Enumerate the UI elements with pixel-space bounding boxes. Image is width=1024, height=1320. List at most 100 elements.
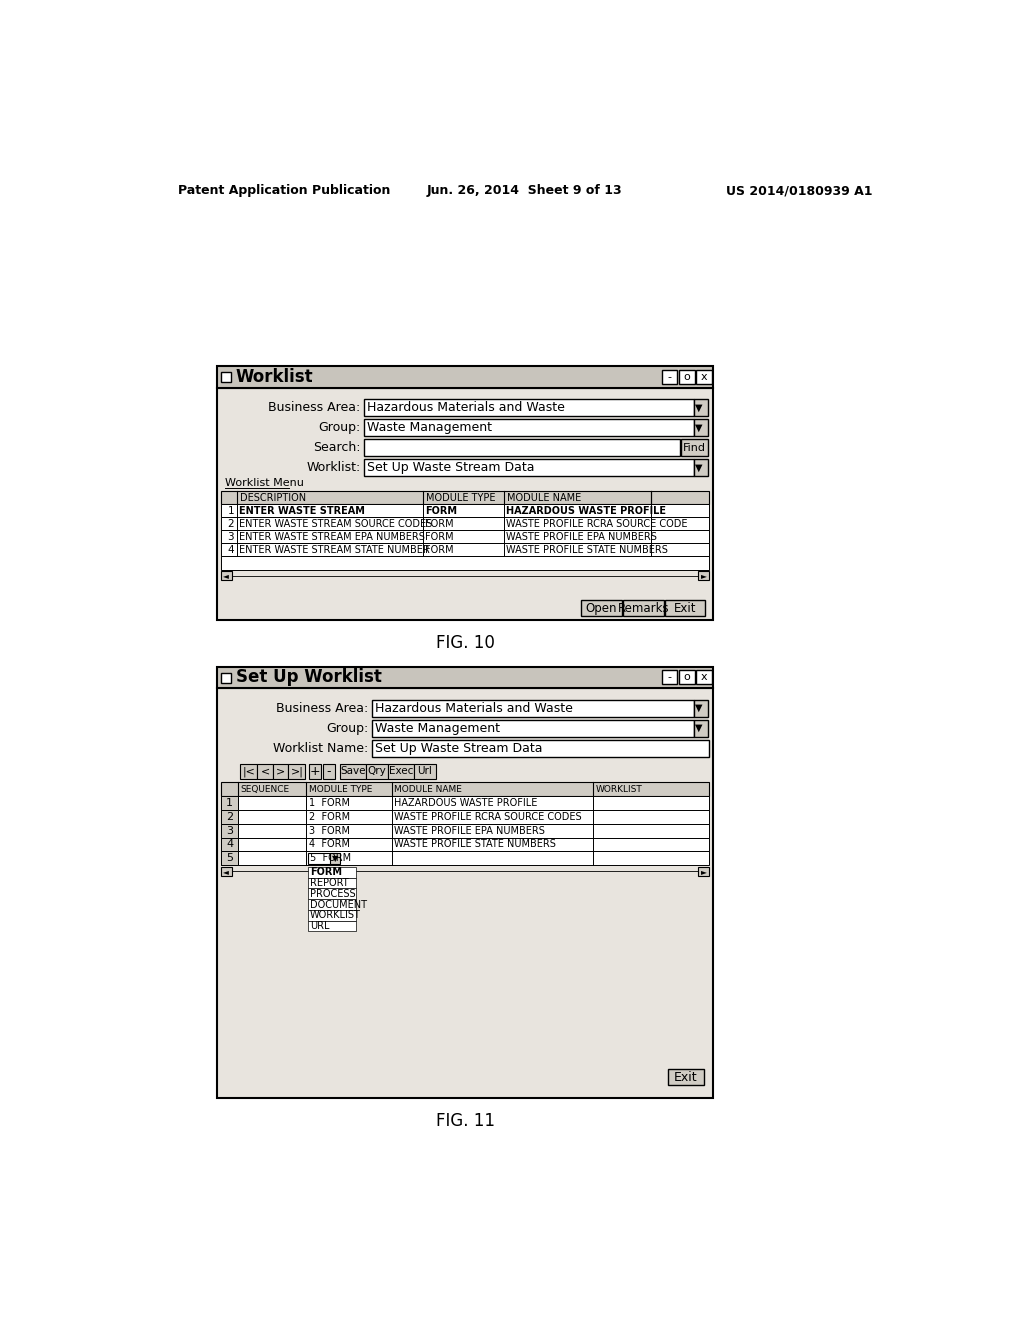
Bar [221,544,710,557]
Text: |<: |< [243,766,255,776]
Bar [221,531,710,544]
Bar [308,867,356,878]
Bar [221,517,710,531]
Bar [662,671,678,684]
Text: Worklist Name:: Worklist Name: [273,742,369,755]
Text: Url: Url [418,767,432,776]
Bar [221,810,710,824]
Text: DOCUMENT: DOCUMENT [310,899,368,909]
Text: ENTER WASTE STREAM SOURCE CODES: ENTER WASTE STREAM SOURCE CODES [239,519,432,529]
Bar [414,763,435,779]
Text: WASTE PROFILE EPA NUMBERS: WASTE PROFILE EPA NUMBERS [506,532,657,541]
Bar [308,853,337,863]
Text: ▼: ▼ [332,854,338,863]
Text: <: < [260,767,269,776]
Text: WASTE PROFILE STATE NUMBERS: WASTE PROFILE STATE NUMBERS [394,840,556,850]
Text: 2  FORM: 2 FORM [308,812,350,822]
Text: o: o [683,372,690,381]
Text: FORM: FORM [425,519,454,529]
Bar [308,909,356,921]
Bar [340,763,366,779]
Bar [665,601,706,615]
Text: URL: URL [310,921,330,931]
Bar [289,763,305,779]
Text: ENTER WASTE STREAM: ENTER WASTE STREAM [239,506,365,516]
Text: WASTE PROFILE RCRA SOURCE CODE: WASTE PROFILE RCRA SOURCE CODE [506,519,688,529]
Bar [365,440,680,457]
Bar [693,400,708,416]
Bar [221,673,231,682]
Text: Qry: Qry [368,767,386,776]
Bar [221,372,231,383]
Text: PROCESS: PROCESS [310,888,355,899]
Bar [221,824,710,838]
Bar [693,459,708,477]
Text: WASTE PROFILE STATE NUMBERS: WASTE PROFILE STATE NUMBERS [506,545,668,554]
Text: +: + [309,764,321,777]
Bar [693,700,708,717]
Bar [241,763,257,779]
Bar [679,370,694,384]
Text: WASTE PROFILE EPA NUMBERS: WASTE PROFILE EPA NUMBERS [394,825,545,836]
Text: 3  FORM: 3 FORM [308,825,349,836]
Bar [679,671,694,684]
Bar [217,688,713,1098]
Bar [308,921,356,932]
Bar [365,400,693,416]
Text: ▼: ▼ [694,704,702,713]
Text: Waste Management: Waste Management [368,421,493,434]
Text: 1: 1 [226,797,233,808]
Bar [217,388,713,620]
Text: ►: ► [700,867,707,876]
Bar [221,491,710,504]
Text: WORKLIST: WORKLIST [595,784,642,793]
Text: MODULE TYPE: MODULE TYPE [426,492,495,503]
Text: MODULE NAME: MODULE NAME [507,492,582,503]
Text: 1  FORM: 1 FORM [308,797,349,808]
Bar [365,459,693,477]
Text: Search:: Search: [313,441,360,454]
Bar [257,763,273,779]
Text: 4  FORM: 4 FORM [308,840,349,850]
Bar [221,781,710,796]
Text: FIG. 10: FIG. 10 [435,635,495,652]
Text: HAZARDOUS WASTE PROFILE: HAZARDOUS WASTE PROFILE [506,506,667,516]
Bar [365,420,693,437]
Text: ENTER WASTE STREAM EPA NUMBERS: ENTER WASTE STREAM EPA NUMBERS [239,532,425,541]
Bar [388,763,414,779]
Text: Save: Save [340,767,366,776]
Text: >: > [276,767,286,776]
Text: Set Up Waste Stream Data: Set Up Waste Stream Data [368,462,535,474]
Text: Worklist: Worklist [236,368,313,385]
Bar [662,370,678,384]
Text: FORM: FORM [425,506,457,516]
Bar [330,853,340,863]
Text: Hazardous Materials and Waste: Hazardous Materials and Waste [368,401,565,414]
Bar [221,572,231,581]
Text: FIG. 11: FIG. 11 [435,1111,495,1130]
Bar [624,601,664,615]
Text: -: - [668,372,672,381]
Text: ▼: ▼ [694,422,702,433]
Bar [221,851,238,866]
Text: Group:: Group: [326,722,369,735]
Bar [308,899,356,909]
Bar [217,367,713,388]
Text: FORM: FORM [425,545,454,554]
Text: Remarks: Remarks [617,602,670,615]
Bar [372,700,693,717]
Text: SEQUENCE: SEQUENCE [241,784,290,793]
Bar [217,667,713,688]
Text: Exit: Exit [674,602,696,615]
Text: HAZARDOUS WASTE PROFILE: HAZARDOUS WASTE PROFILE [394,797,538,808]
Bar [308,888,356,899]
Text: Exec: Exec [389,767,413,776]
Text: 2: 2 [226,812,233,822]
Bar [681,440,708,457]
Text: Hazardous Materials and Waste: Hazardous Materials and Waste [375,702,573,714]
Text: Waste Management: Waste Management [375,722,501,735]
Text: 5: 5 [226,853,233,863]
Text: Business Area:: Business Area: [276,702,369,714]
Bar [308,878,356,888]
Bar [366,763,388,779]
